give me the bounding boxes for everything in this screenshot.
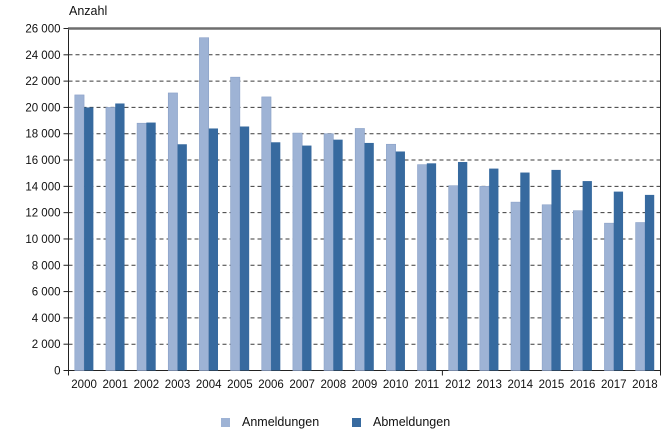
x-tick-label-2004: 2004 [196,379,222,391]
x-tick-label-2012: 2012 [445,379,471,391]
chart-legend: Anmeldungen Abmeldungen [0,415,668,435]
bar-anmeldungen-2012 [448,185,459,371]
x-tick-label-2005: 2005 [227,379,253,391]
bar-abmeldungen-2004 [208,128,219,371]
bar-abmeldungen-2008 [333,139,343,371]
x-tick-label-2018: 2018 [632,379,658,391]
bar-anmeldungen-2018 [635,222,646,371]
bar-anmeldungen-2003 [167,92,178,371]
legend-item-anmeldungen: Anmeldungen [221,415,319,429]
bar-abmeldungen-2015 [551,169,561,371]
x-tick-label-2006: 2006 [258,379,284,391]
y-axis-title: Anzahl [69,4,108,18]
x-tick-label-2016: 2016 [570,379,596,391]
x-tick-label-2013: 2013 [476,379,502,391]
legend-item-abmeldungen: Abmeldungen [352,415,450,429]
x-tick-label-2003: 2003 [165,379,191,391]
x-tick-label-2000: 2000 [71,379,97,391]
x-tick-label-2014: 2014 [507,379,533,391]
x-tick-label-2011: 2011 [414,379,439,391]
bar-abmeldungen-2011 [426,163,437,371]
x-tick-label-2007: 2007 [289,379,315,391]
x-tick-label-2010: 2010 [383,379,409,391]
bar-abmeldungen-2006 [271,142,281,371]
bar-anmeldungen-2015 [541,204,552,371]
y-tick-label-4000: 4 000 [32,313,61,325]
y-tick-label-6000: 6 000 [32,287,61,299]
y-tick-label-2000: 2 000 [32,339,61,351]
bar-anmeldungen-2014 [510,201,521,371]
y-tick-label-18000: 18 000 [25,129,60,141]
bar-abmeldungen-2000 [84,107,94,371]
x-tick-label-2002: 2002 [134,379,160,391]
bar-anmeldungen-2002 [136,122,147,371]
bar-abmeldungen-2017 [613,191,624,371]
y-tick-label-8000: 8 000 [32,260,61,272]
y-tick-label-10000: 10 000 [25,234,60,246]
bar-abmeldungen-2014 [520,172,530,371]
bar-abmeldungen-2018 [644,194,655,371]
bar-anmeldungen-2008 [323,133,334,371]
legend-label-anmeldungen: Anmeldungen [242,415,320,429]
bar-anmeldungen-2010 [386,143,396,371]
y-tick-label-20000: 20 000 [25,102,60,114]
x-tick-label-2001: 2001 [102,379,128,391]
y-tick-label-16000: 16 000 [25,155,60,167]
x-tick-label-2008: 2008 [321,379,347,391]
bar-anmeldungen-2013 [479,186,490,371]
abmeldungen-swatch-icon [352,417,361,427]
bar-abmeldungen-2009 [364,142,374,371]
bar-anmeldungen-2000 [74,94,85,371]
bar-abmeldungen-2002 [146,122,156,371]
bar-anmeldungen-2001 [105,107,116,371]
y-tick-label-14000: 14 000 [25,181,60,193]
y-tick-label-26000: 26 000 [25,24,60,36]
bar-abmeldungen-2003 [177,144,187,371]
bar-anmeldungen-2004 [199,37,210,371]
anmeldungen-swatch-icon [221,417,230,427]
bar-anmeldungen-2009 [354,128,365,371]
bar-abmeldungen-2012 [457,162,468,371]
bar-abmeldungen-2007 [302,145,312,371]
bar-abmeldungen-2010 [395,151,405,371]
y-tick-label-0: 0 [54,366,60,378]
bar-anmeldungen-2016 [573,210,583,371]
bar-anmeldungen-2007 [292,132,303,371]
bar-abmeldungen-2005 [239,126,250,371]
y-tick-label-22000: 22 000 [25,76,60,88]
bar-anmeldungen-2006 [261,96,272,371]
bar-anmeldungen-2011 [417,164,428,371]
bar-abmeldungen-2016 [582,181,592,371]
y-tick-label-24000: 24 000 [25,50,60,62]
bar-abmeldungen-2013 [489,168,499,371]
x-tick-label-2009: 2009 [352,379,378,391]
y-tick-label-12000: 12 000 [25,208,60,220]
bar-abmeldungen-2001 [115,103,125,371]
x-tick-label-2017: 2017 [601,379,627,391]
legend-label-abmeldungen: Abmeldungen [373,415,451,429]
bar-anmeldungen-2005 [230,76,241,371]
x-tick-label-2015: 2015 [539,379,565,391]
bar-anmeldungen-2017 [604,222,615,371]
